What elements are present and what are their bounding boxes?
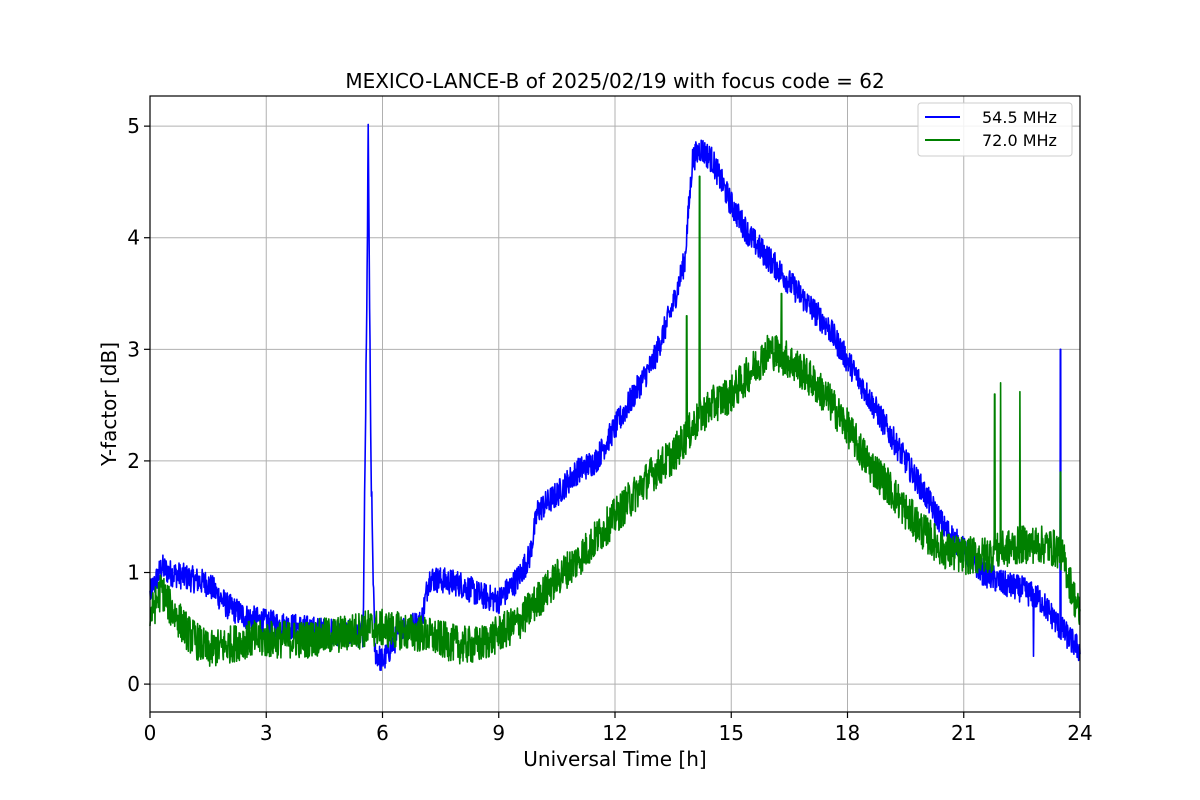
chart-title: MEXICO-LANCE-B of 2025/02/19 with focus …	[345, 69, 884, 93]
x-tick-label: 9	[492, 721, 505, 745]
legend-label: 72.0 MHz	[982, 131, 1057, 150]
x-tick-label: 18	[835, 721, 860, 745]
y-tick-label: 4	[127, 226, 140, 250]
series-line-1	[149, 175, 1081, 667]
x-tick-label: 12	[602, 721, 627, 745]
x-tick-label: 0	[144, 721, 157, 745]
x-tick-label: 24	[1067, 721, 1092, 745]
y-axis-label: Y-factor [dB]	[97, 342, 121, 467]
y-tick-label: 2	[127, 449, 140, 473]
legend: 54.5 MHz 72.0 MHz	[917, 102, 1073, 157]
x-tick-label: 21	[951, 721, 976, 745]
x-tick-label: 3	[260, 721, 273, 745]
x-tick-label: 15	[719, 721, 744, 745]
series-layer	[149, 123, 1081, 671]
y-tick-label: 1	[127, 561, 140, 585]
y-tick-label: 3	[127, 337, 140, 361]
y-tick-label: 0	[127, 672, 140, 696]
legend-label: 54.5 MHz	[982, 108, 1057, 127]
x-axis-label: Universal Time [h]	[523, 747, 706, 771]
y-tick-label: 5	[127, 114, 140, 138]
x-tick-label: 6	[376, 721, 389, 745]
